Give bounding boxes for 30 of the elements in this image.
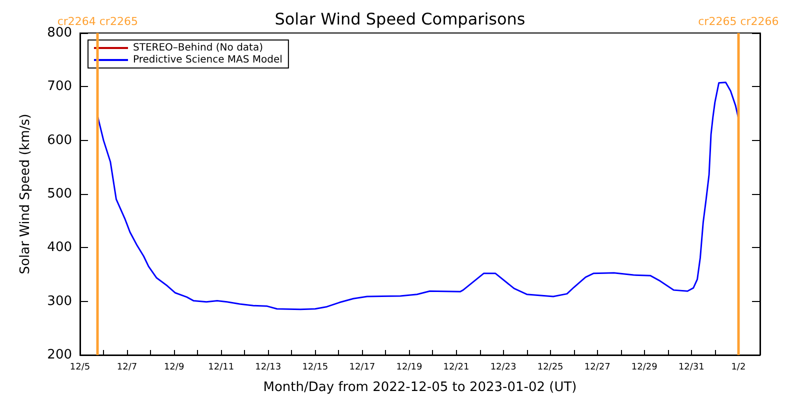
x-tick-label: 12/9	[164, 362, 184, 372]
y-axis-title: Solar Wind Speed (km/s)	[18, 114, 33, 274]
x-tick-label: 12/7	[116, 362, 138, 372]
ref-line-label: cr2264 cr2265	[57, 15, 138, 28]
x-tick-label: 12/15	[302, 362, 328, 372]
legend-label: STEREO–Behind (No data)	[133, 42, 264, 54]
x-tick-label: 12/31	[678, 362, 704, 372]
x-tick-label: 12/21	[443, 362, 470, 372]
x-tick-label: 12/29	[631, 362, 658, 372]
line-series	[96, 82, 740, 310]
x-axis-title: Month/Day from 2022-12-05 to 2023-01-02 (UT)	[263, 380, 577, 395]
x-tick-label: 12/11	[208, 362, 234, 372]
y-tick-label: 200	[47, 348, 72, 362]
x-tick-label: 1/2	[731, 362, 746, 372]
x-tick-label: 12/23	[490, 362, 516, 372]
y-tick-label: 400	[47, 240, 72, 256]
legend-label: Predictive Science MAS Model	[133, 54, 282, 66]
x-tick-label: 12/19	[396, 362, 422, 372]
x-tick-label: 12/5	[70, 362, 90, 372]
y-tick-label: 500	[47, 186, 72, 202]
y-tick-label: 800	[47, 26, 72, 40]
x-tick-label: 12/13	[255, 362, 282, 372]
y-tick-label: 600	[47, 132, 72, 148]
y-tick-label: 700	[47, 79, 72, 94]
y-tick-label: 300	[47, 294, 72, 309]
ref-line-label: cr2265 cr2266	[698, 15, 779, 28]
chart-title: Solar Wind Speed Comparisons	[274, 10, 526, 28]
x-tick-label: 12/25	[537, 362, 564, 372]
x-tick-label: 12/27	[584, 362, 610, 372]
x-tick-label: 12/17	[349, 362, 376, 372]
